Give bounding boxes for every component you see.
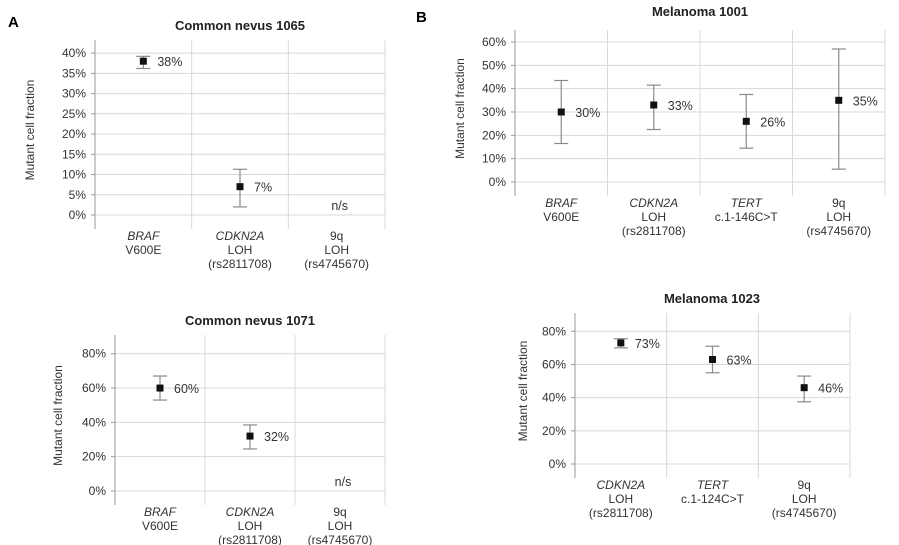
- data-point: [246, 432, 254, 440]
- category-label: LOH: [792, 492, 817, 506]
- category-label: (rs4745670): [304, 257, 369, 271]
- category-label: TERT: [731, 196, 764, 210]
- chart-common-nevus-1071: Common nevus 1071 Mutant cell fraction 0% 2…: [51, 313, 386, 545]
- data-point: [156, 384, 164, 392]
- category-label: BRAF: [144, 505, 177, 519]
- data-point: [557, 108, 565, 116]
- category-label: LOH: [324, 243, 349, 257]
- y-tick-label: 80%: [82, 347, 106, 361]
- category-label: CDKN2A: [596, 478, 645, 492]
- y-tick-label: 50%: [482, 58, 506, 72]
- category-label: LOH: [608, 492, 633, 506]
- y-tick-label: 80%: [542, 324, 566, 338]
- chart-common-nevus-1065: Common nevus 1065 Mutant cell fraction 0% 5…: [23, 18, 386, 271]
- category-label: (rs2811708): [589, 506, 653, 520]
- category-label: TERT: [697, 478, 730, 492]
- y-tick-label: 20%: [482, 128, 506, 142]
- category-label: CDKN2A: [216, 229, 265, 243]
- category-label: LOH: [228, 243, 253, 257]
- data-label: 35%: [853, 94, 878, 108]
- data-label: 32%: [264, 430, 289, 444]
- y-axis-label: Mutant cell fraction: [51, 365, 65, 466]
- y-tick-label: 0%: [549, 457, 567, 471]
- data-label: 7%: [254, 181, 272, 195]
- category-label: c.1-124C>T: [681, 492, 745, 506]
- y-tick-label: 5%: [69, 188, 87, 202]
- category-label: LOH: [826, 210, 851, 224]
- category-label: (rs2811708): [208, 257, 272, 271]
- data-point: [709, 355, 716, 363]
- category-label: (rs2811708): [218, 533, 282, 545]
- chart-title: Common nevus 1065: [175, 18, 305, 33]
- data-point: [800, 384, 808, 392]
- data-point: [742, 117, 750, 125]
- panel-label-a: A: [8, 14, 19, 31]
- chart-title: Common nevus 1071: [185, 313, 315, 328]
- category-label: (rs4745670): [806, 224, 871, 238]
- category-label: (rs4745670): [308, 533, 373, 545]
- y-axis-label: Mutant cell fraction: [453, 58, 467, 159]
- data-label: n/s: [335, 475, 352, 489]
- category-label: 9q: [333, 505, 346, 519]
- chart-melanoma-1001: Melanoma 1001 Mutant cell fraction 0% 10% 20…: [453, 4, 886, 238]
- data-point: [617, 339, 625, 347]
- data-label: 63%: [727, 353, 752, 367]
- category-label: LOH: [641, 210, 666, 224]
- y-axis-label: Mutant cell fraction: [23, 80, 37, 181]
- y-tick-label: 25%: [62, 107, 86, 121]
- data-label: 30%: [575, 106, 600, 120]
- y-tick-label: 10%: [482, 152, 506, 166]
- data-point: [650, 101, 658, 109]
- y-tick-label: 60%: [82, 381, 106, 395]
- category-label: V600E: [543, 210, 579, 224]
- category-label: LOH: [328, 519, 353, 533]
- y-tick-label: 30%: [482, 105, 506, 119]
- category-label: BRAF: [545, 196, 578, 210]
- data-label: n/s: [331, 199, 348, 213]
- data-label: 26%: [760, 115, 785, 129]
- chart-title: Melanoma 1001: [652, 4, 748, 19]
- category-label: V600E: [125, 243, 161, 257]
- y-tick-label: 30%: [62, 87, 86, 101]
- y-tick-label: 40%: [482, 82, 506, 96]
- category-label: (rs4745670): [772, 506, 837, 520]
- data-point: [236, 183, 244, 191]
- data-label: 38%: [157, 55, 182, 69]
- y-tick-label: 15%: [62, 147, 86, 161]
- chart-title: Melanoma 1023: [664, 291, 760, 306]
- y-tick-label: 20%: [542, 424, 566, 438]
- y-tick-label: 0%: [489, 175, 507, 189]
- category-label: 9q: [832, 196, 845, 210]
- data-label: 33%: [668, 99, 693, 113]
- y-tick-label: 60%: [542, 357, 566, 371]
- category-label: LOH: [238, 519, 263, 533]
- y-tick-label: 20%: [62, 127, 86, 141]
- y-tick-label: 0%: [89, 484, 107, 498]
- y-tick-label: 60%: [482, 35, 506, 49]
- category-label: CDKN2A: [226, 505, 275, 519]
- category-label: 9q: [330, 229, 343, 243]
- y-tick-label: 10%: [62, 168, 86, 182]
- data-point: [139, 57, 147, 65]
- y-tick-label: 20%: [82, 450, 106, 464]
- data-label: 46%: [818, 382, 843, 396]
- y-tick-label: 35%: [62, 66, 86, 80]
- data-point: [835, 96, 843, 104]
- y-tick-label: 40%: [62, 46, 86, 60]
- chart-melanoma-1023: Melanoma 1023 Mutant cell fraction 0% 20% 40…: [516, 291, 851, 520]
- data-label: 60%: [174, 382, 199, 396]
- category-label: V600E: [142, 519, 178, 533]
- category-label: 9q: [797, 478, 810, 492]
- category-label: CDKN2A: [629, 196, 678, 210]
- y-axis-label: Mutant cell fraction: [516, 341, 530, 442]
- y-tick-label: 40%: [542, 391, 566, 405]
- data-label: 73%: [635, 337, 660, 351]
- y-tick-label: 40%: [82, 415, 106, 429]
- category-label: c.1-146C>T: [715, 210, 779, 224]
- panel-label-b: B: [416, 9, 427, 26]
- category-label: (rs2811708): [622, 224, 686, 238]
- category-label: BRAF: [127, 229, 160, 243]
- y-tick-label: 0%: [69, 208, 87, 222]
